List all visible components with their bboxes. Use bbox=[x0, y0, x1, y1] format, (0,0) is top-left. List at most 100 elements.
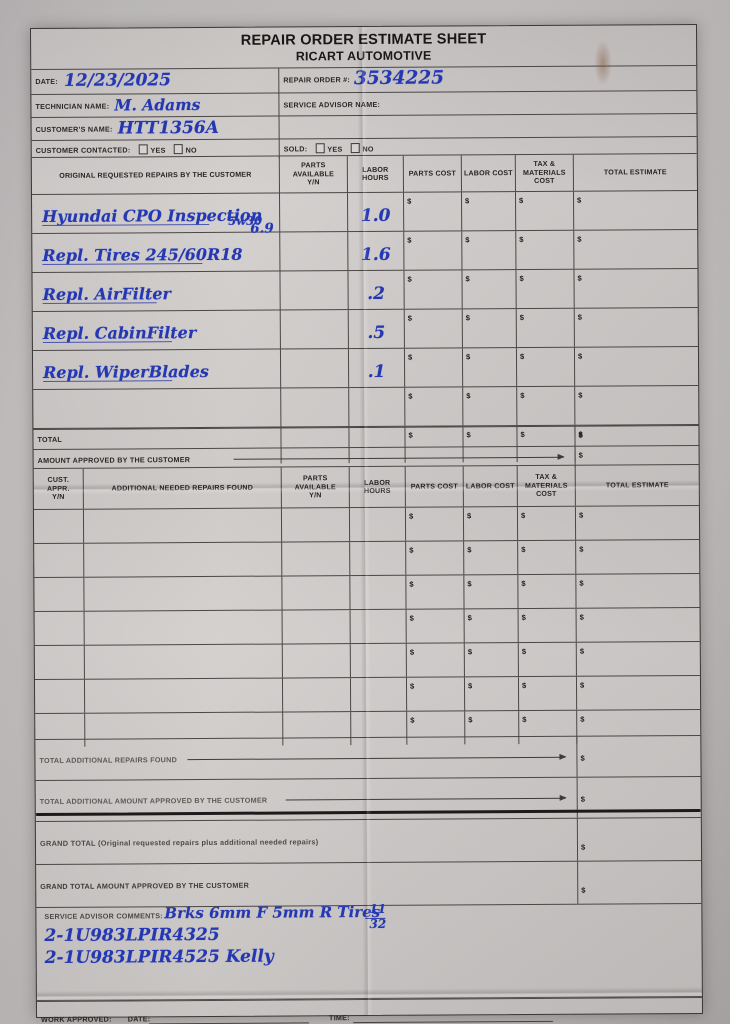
additional-repair-row[interactable]: $ $ $ $ bbox=[34, 641, 700, 681]
add-total-estimate-cell[interactable]: $ bbox=[576, 506, 699, 540]
parts-available-cell[interactable] bbox=[279, 193, 349, 232]
tax-materials-cell[interactable]: $ bbox=[516, 347, 576, 387]
original-repair-row[interactable]: Repl. Tires 245/60R18 1.6 $ $ $ $ bbox=[32, 229, 698, 274]
add-labor-hours-cell[interactable] bbox=[350, 609, 407, 644]
add-labor-hours-cell[interactable] bbox=[350, 643, 407, 678]
grand-total-value-cell[interactable]: $ bbox=[578, 818, 701, 861]
total-estimate-cell[interactable]: $ bbox=[574, 269, 697, 308]
add-parts-cost-cell[interactable]: $ bbox=[406, 677, 466, 711]
add-tax-materials-cell[interactable]: $ bbox=[518, 608, 577, 643]
original-repair-row[interactable]: Repl. AirFilter .2 $ $ $ $ bbox=[32, 268, 698, 313]
cust-appr-cell[interactable] bbox=[34, 611, 85, 646]
add-labor-cost-cell[interactable]: $ bbox=[464, 677, 520, 711]
additional-repair-row[interactable]: $ $ $ $ bbox=[34, 675, 701, 715]
sold-no-option[interactable]: NO bbox=[342, 143, 374, 154]
original-repair-description[interactable]: Repl. AirFilter bbox=[32, 271, 281, 312]
add-labor-cost-cell[interactable]: $ bbox=[463, 507, 519, 541]
contacted-yes-checkbox[interactable] bbox=[138, 144, 148, 155]
contacted-no-option[interactable]: NO bbox=[166, 144, 197, 155]
add-labor-cost-cell[interactable]: $ bbox=[464, 609, 519, 643]
original-repair-row[interactable]: Hyundai CPO Inspection 5w30 1.0 $ $ $ $ bbox=[32, 190, 698, 235]
add-labor-cost-cell[interactable]: $ bbox=[464, 541, 519, 575]
add-tax-materials-cell[interactable]: $ bbox=[518, 574, 577, 609]
additional-repair-description[interactable] bbox=[84, 678, 284, 713]
add-tax-materials-cell[interactable]: $ bbox=[517, 506, 577, 541]
additional-repair-description[interactable] bbox=[84, 610, 283, 645]
parts-cost-cell[interactable]: $ bbox=[405, 387, 464, 426]
add-tax-materials-cell[interactable]: $ bbox=[518, 642, 577, 677]
sold-yes-checkbox[interactable] bbox=[315, 143, 325, 154]
add-total-estimate-cell[interactable]: $ bbox=[576, 540, 699, 574]
labor-hours-cell[interactable]: .5 bbox=[348, 309, 405, 349]
add-parts-cost-cell[interactable]: $ bbox=[406, 643, 465, 677]
total-estimate-cell[interactable]: $ bbox=[574, 230, 697, 269]
labor-cost-cell[interactable]: $ bbox=[461, 192, 517, 231]
original-repair-description[interactable]: Repl. WiperBlades bbox=[32, 349, 282, 390]
original-repair-description[interactable] bbox=[33, 388, 282, 429]
additional-repair-row[interactable]: $ $ $ $ bbox=[34, 573, 700, 613]
additional-repair-row[interactable]: $ $ $ $ bbox=[34, 607, 700, 647]
original-repair-row[interactable]: $ $ $ $ bbox=[33, 385, 699, 430]
labor-cost-cell[interactable]: $ bbox=[463, 387, 518, 426]
parts-cost-cell[interactable]: $ bbox=[404, 270, 463, 309]
parts-cost-cell[interactable]: $ bbox=[404, 348, 464, 387]
total-additional-repairs-value-cell[interactable]: $ bbox=[577, 736, 700, 777]
add-tax-materials-cell[interactable]: $ bbox=[518, 540, 577, 575]
add-parts-cost-cell[interactable]: $ bbox=[406, 575, 465, 609]
sold-no-checkbox[interactable] bbox=[350, 143, 361, 153]
add-parts-available-cell[interactable] bbox=[282, 576, 351, 610]
add-labor-hours-cell[interactable] bbox=[350, 677, 408, 712]
total-value-cell[interactable]: $ bbox=[575, 426, 698, 446]
contacted-no-checkbox[interactable] bbox=[173, 144, 184, 154]
labor-hours-cell[interactable]: 1.6 bbox=[348, 231, 405, 271]
original-repair-row[interactable]: Repl. WiperBlades .1 $ $ $ $ bbox=[32, 346, 699, 391]
additional-repair-description[interactable] bbox=[84, 576, 283, 611]
original-repair-description[interactable]: Repl. Tires 245/60R18 bbox=[32, 232, 281, 273]
sold-yes-option[interactable]: YES bbox=[307, 143, 343, 154]
cust-appr-cell[interactable] bbox=[33, 509, 85, 544]
labor-hours-cell[interactable]: 1.0 bbox=[347, 192, 405, 232]
original-repair-description[interactable]: Repl. CabinFilter bbox=[32, 310, 281, 351]
tax-materials-cell[interactable]: $ bbox=[516, 269, 575, 309]
total-estimate-cell[interactable]: $ bbox=[574, 191, 697, 230]
service-advisor-field[interactable]: SERVICE ADVISOR NAME: bbox=[279, 91, 696, 116]
cust-appr-cell[interactable] bbox=[34, 577, 85, 612]
labor-hours-cell[interactable]: .2 bbox=[348, 270, 405, 310]
labor-cost-cell[interactable]: $ bbox=[462, 348, 518, 387]
additional-repair-description[interactable] bbox=[84, 644, 283, 679]
cust-appr-cell[interactable] bbox=[34, 543, 85, 578]
labor-hours-cell[interactable] bbox=[349, 387, 406, 427]
comments-row[interactable]: SERVICE ADVISOR COMMENTS: Brks 6mm F 5mm… bbox=[36, 902, 702, 1002]
additional-repair-description[interactable] bbox=[83, 508, 283, 543]
add-total-estimate-cell[interactable]: $ bbox=[577, 642, 700, 676]
labor-hours-cell[interactable]: .1 bbox=[348, 348, 406, 388]
contacted-yes-option[interactable]: YES bbox=[130, 144, 166, 155]
parts-cost-cell[interactable]: $ bbox=[404, 309, 463, 348]
repair-order-field[interactable]: REPAIR ORDER #: 3534225 bbox=[279, 65, 696, 93]
tax-materials-cell[interactable]: $ bbox=[517, 386, 576, 426]
total-estimate-cell[interactable]: $ bbox=[575, 347, 698, 386]
add-total-estimate-cell[interactable]: $ bbox=[577, 676, 700, 710]
add-labor-cost-cell[interactable]: $ bbox=[464, 643, 519, 677]
add-labor-hours-cell[interactable] bbox=[350, 541, 407, 576]
technician-field[interactable]: TECHNICIAN NAME: M. Adams bbox=[31, 93, 280, 118]
additional-repair-row[interactable]: $ $ $ $ bbox=[34, 539, 700, 579]
total-estimate-cell[interactable]: $ bbox=[575, 308, 698, 347]
original-repair-description[interactable]: Hyundai CPO Inspection 5w30 bbox=[32, 193, 281, 234]
add-labor-hours-cell[interactable] bbox=[350, 575, 407, 610]
parts-available-cell[interactable] bbox=[280, 349, 350, 388]
total-estimate-cell[interactable]: $ bbox=[575, 386, 698, 425]
add-parts-cost-cell[interactable]: $ bbox=[406, 541, 465, 575]
parts-cost-cell[interactable]: $ bbox=[404, 231, 463, 270]
labor-cost-cell[interactable]: $ bbox=[462, 309, 517, 348]
add-total-estimate-cell[interactable]: $ bbox=[576, 574, 699, 608]
parts-available-cell[interactable] bbox=[280, 310, 349, 349]
parts-available-cell[interactable] bbox=[281, 388, 350, 427]
add-parts-available-cell[interactable] bbox=[282, 644, 351, 678]
parts-available-cell[interactable] bbox=[280, 271, 349, 310]
add-total-estimate-cell[interactable]: $ bbox=[577, 608, 700, 642]
customer-name-field[interactable]: CUSTOMER'S NAME: HTT1356A bbox=[31, 116, 280, 141]
tax-materials-cell[interactable]: $ bbox=[515, 191, 575, 231]
add-labor-cost-cell[interactable]: $ bbox=[464, 575, 519, 609]
labor-cost-cell[interactable]: $ bbox=[462, 270, 517, 309]
